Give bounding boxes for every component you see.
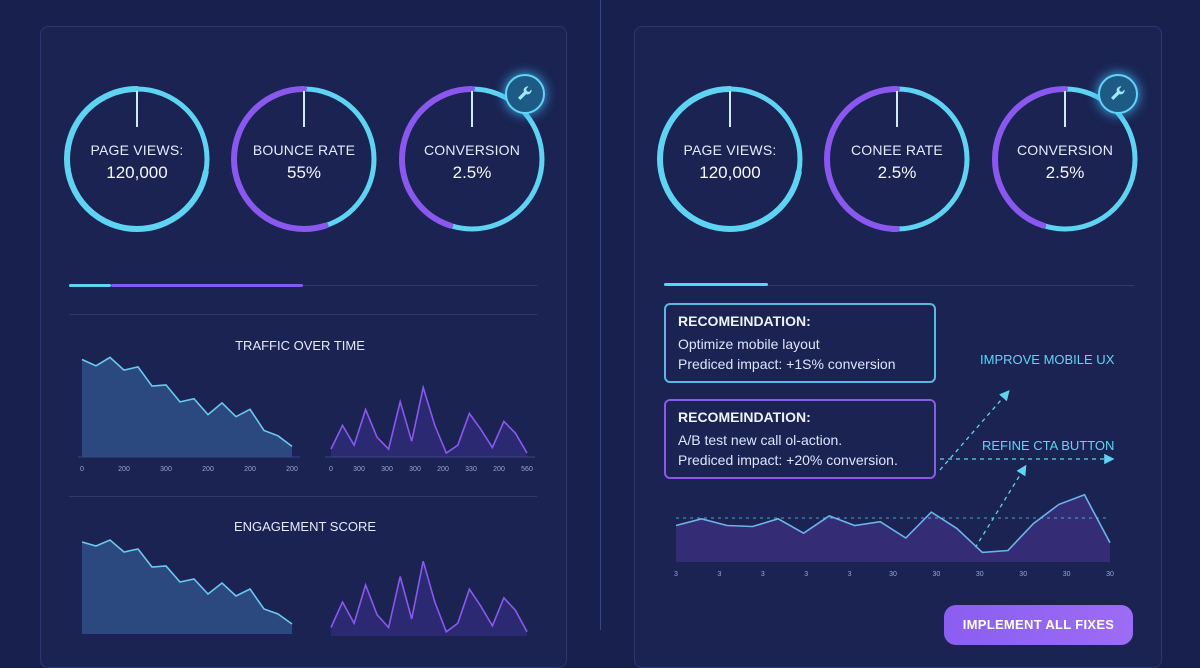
recommendation-title: RECOMEINDATION: bbox=[678, 313, 811, 329]
traffic-title: TRAFFIC OVER TIME bbox=[235, 338, 365, 353]
gauge-conee-rate: CONEE RATE 2.5% bbox=[822, 84, 972, 234]
gauge-arc-fill bbox=[231, 86, 377, 232]
gauge-arc-fill bbox=[64, 86, 210, 232]
x-tick-label: 30 bbox=[1063, 571, 1071, 578]
engagement-area-chart bbox=[81, 539, 293, 634]
gauge-conversion-optimized: CONVERSION 2.5% bbox=[990, 84, 1140, 234]
gauge-ring bbox=[824, 86, 970, 232]
gauge-label: CONVERSION bbox=[1016, 142, 1114, 158]
x-tick-label: 200 bbox=[202, 466, 214, 473]
gauge-arc-fill bbox=[992, 86, 1138, 232]
progress-track bbox=[69, 285, 537, 286]
wrench-icon[interactable] bbox=[505, 74, 545, 114]
callout-arrows bbox=[939, 390, 1115, 549]
x-tick-label: 200 bbox=[437, 466, 449, 473]
x-tick-label: 300 bbox=[381, 466, 393, 473]
gauge-value: 2.5% bbox=[877, 163, 917, 182]
forecast-area-chart: 3 3 3 3 3 30 30 30 30 30 30 bbox=[674, 493, 1114, 578]
area-fill bbox=[82, 540, 292, 634]
gauge-conversion: CONVERSION 2.5% bbox=[397, 84, 547, 234]
gauge-ring bbox=[657, 86, 803, 232]
progress-track bbox=[664, 285, 1134, 286]
gauge-ring bbox=[399, 86, 545, 232]
x-tick-label: 3 bbox=[761, 571, 765, 578]
series-line bbox=[330, 384, 528, 455]
gauge-value: 55% bbox=[286, 163, 322, 182]
gauge-label: PAGE VIEWS: bbox=[683, 142, 777, 158]
gauge-value: 2.5% bbox=[1045, 163, 1085, 182]
gauge-page-views-optimized: PAGE VIEWS: 120,000 bbox=[655, 84, 805, 234]
area-fill bbox=[331, 387, 527, 457]
x-tick-label: 30 bbox=[1019, 571, 1027, 578]
engagement-line-chart bbox=[330, 560, 528, 636]
x-tick-label: 300 bbox=[409, 466, 421, 473]
gauge-arc-fill bbox=[399, 86, 545, 232]
progress-fill-cyan bbox=[664, 283, 768, 286]
x-tick-label: 560 bbox=[521, 466, 533, 473]
gauge-arc-fill bbox=[657, 86, 803, 232]
x-tick-label: 3 bbox=[674, 571, 678, 578]
x-tick-label: 200 bbox=[244, 466, 256, 473]
x-tick-label: 300 bbox=[160, 466, 172, 473]
gauge-ring bbox=[992, 86, 1138, 232]
traffic-area-chart: 0 200 300 200 200 200 bbox=[78, 356, 300, 473]
gauge-label: CONVERSION bbox=[423, 142, 521, 158]
x-tick-label: 330 bbox=[465, 466, 477, 473]
recommendation-impact: Prediced impact: +1S% conversion bbox=[678, 356, 896, 372]
recommendation-title: RECOMEINDATION: bbox=[678, 409, 811, 425]
x-tick-label: 0 bbox=[80, 466, 84, 473]
gauge-label: CONEE RATE bbox=[851, 142, 943, 158]
arrow-to-mobile bbox=[939, 390, 1010, 471]
series-line bbox=[675, 493, 1111, 554]
x-tick-label: 0 bbox=[329, 466, 333, 473]
progress-fill-cyan bbox=[69, 284, 111, 287]
gauge-ring bbox=[231, 86, 377, 232]
x-tick-label: 30 bbox=[1106, 571, 1114, 578]
series-line bbox=[330, 560, 528, 634]
series-line bbox=[81, 539, 293, 625]
area-fill bbox=[82, 357, 292, 457]
x-tick-label: 30 bbox=[889, 571, 897, 578]
gauge-label: PAGE VIEWS: bbox=[90, 142, 184, 158]
progress-fill-purple bbox=[111, 284, 303, 287]
x-tick-label: 300 bbox=[353, 466, 365, 473]
gauge-arc-fill bbox=[824, 86, 970, 232]
center-divider bbox=[600, 0, 601, 630]
wrench-icon[interactable] bbox=[1098, 74, 1138, 114]
engagement-title: ENGAGEMENT SCORE bbox=[233, 519, 377, 534]
recommendation-impact: Prediced impact: +20% conversion. bbox=[678, 452, 898, 468]
x-tick-label: 3 bbox=[848, 571, 852, 578]
gauge-value: 120,000 bbox=[699, 163, 761, 182]
x-tick-label: 30 bbox=[933, 571, 941, 578]
x-tick-label: 200 bbox=[493, 466, 505, 473]
x-tick-label: 200 bbox=[286, 466, 298, 473]
gauge-bounce-rate: BOUNCE RATE 55% bbox=[229, 84, 379, 234]
divider bbox=[69, 496, 537, 497]
callout-refine-cta: REFINE CTA BUTTON bbox=[982, 438, 1115, 453]
divider bbox=[69, 314, 537, 315]
implement-all-fixes-button[interactable]: IMPLEMENT ALL FIXES bbox=[944, 605, 1133, 645]
x-tick-label: 3 bbox=[804, 571, 808, 578]
gauge-value: 120,000 bbox=[106, 163, 168, 182]
traffic-line-chart: 0 300 300 300 200 330 200 560 bbox=[325, 384, 535, 473]
recommendation-action: Optimize mobile layout bbox=[678, 336, 820, 352]
area-fill bbox=[331, 561, 527, 636]
x-tick-label: 3 bbox=[717, 571, 721, 578]
x-tick-label: 200 bbox=[118, 466, 130, 473]
recommendation-action: A/B test new call ol-action. bbox=[678, 432, 843, 448]
series-line bbox=[81, 356, 293, 448]
recommendation-card-mobile[interactable]: RECOMEINDATION: Optimize mobile layout P… bbox=[664, 303, 936, 383]
x-tick-label: 30 bbox=[976, 571, 984, 578]
gauge-page-views: PAGE VIEWS: 120,000 bbox=[62, 84, 212, 234]
area-fill bbox=[676, 494, 1110, 562]
gauge-ring bbox=[64, 86, 210, 232]
callout-improve-mobile: IMPROVE MOBILE UX bbox=[980, 352, 1115, 367]
gauge-value: 2.5% bbox=[452, 163, 492, 182]
recommendation-card-cta[interactable]: RECOMEINDATION: A/B test new call ol-act… bbox=[664, 399, 936, 479]
gauge-label: BOUNCE RATE bbox=[252, 142, 356, 158]
